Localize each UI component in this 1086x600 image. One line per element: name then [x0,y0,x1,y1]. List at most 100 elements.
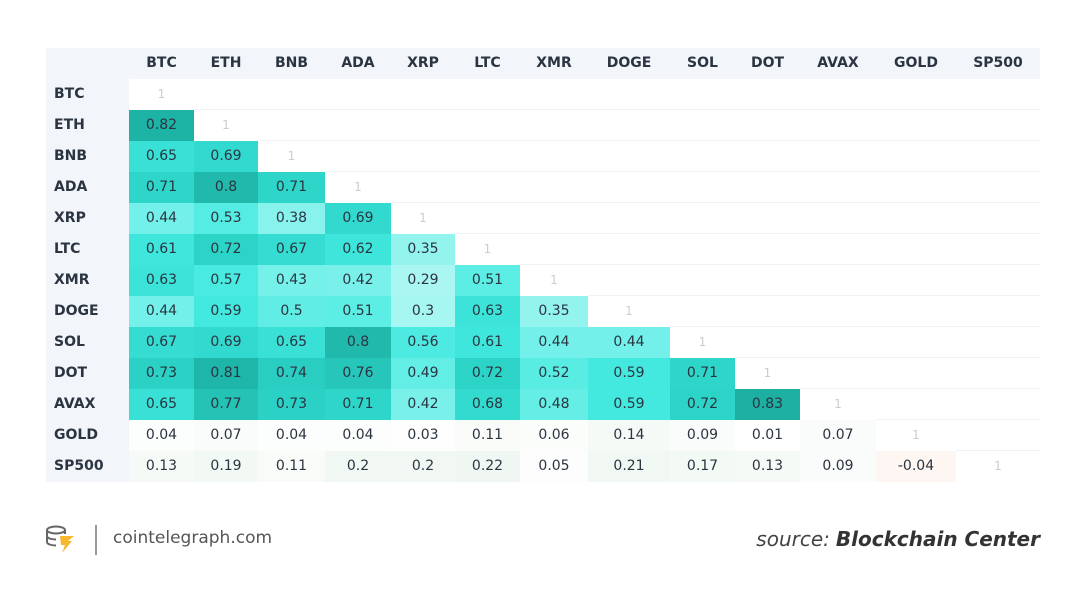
cell: 0.13 [735,451,800,482]
diagonal-cell: 1 [876,420,956,451]
cell: 0.83 [735,389,800,420]
cell: 0.11 [455,420,520,451]
column-header: SOL [670,48,735,79]
cell: 0.09 [670,420,735,451]
cell: 0.59 [588,358,670,389]
cell: 0.44 [129,296,194,327]
diagonal-cell: 1 [800,389,876,420]
column-header: DOT [735,48,800,79]
cell: 0.51 [325,296,391,327]
row-divider [46,233,1040,234]
diagonal-cell: 1 [735,358,800,389]
cell: 0.67 [258,234,325,265]
cell: 0.56 [391,327,455,358]
cell: 0.63 [455,296,520,327]
cell: 0.72 [455,358,520,389]
cell: 0.8 [194,172,258,203]
row-label: DOGE [46,296,129,327]
cell: 0.61 [129,234,194,265]
header-corner [46,48,129,79]
cell: 0.61 [455,327,520,358]
cell: 0.73 [129,358,194,389]
column-header: XMR [520,48,588,79]
cell: 0.65 [129,389,194,420]
cell: 0.04 [258,420,325,451]
row-divider [46,202,1040,203]
cell: 0.71 [325,389,391,420]
cell: 0.04 [129,420,194,451]
cell: 0.2 [391,451,455,482]
cell: 0.42 [325,265,391,296]
cell: 0.35 [520,296,588,327]
diagonal-cell: 1 [391,203,455,234]
row-label: DOT [46,358,129,389]
cell: 0.8 [325,327,391,358]
cell: 0.72 [194,234,258,265]
row-label: XRP [46,203,129,234]
row-label: BNB [46,141,129,172]
cell: 0.38 [258,203,325,234]
cell: 0.06 [520,420,588,451]
column-header: SP500 [956,48,1040,79]
row-divider [46,109,1040,110]
cell: 0.57 [194,265,258,296]
cell: 0.42 [391,389,455,420]
cell: 0.01 [735,420,800,451]
cell: 0.44 [520,327,588,358]
column-header: XRP [391,48,455,79]
cell: 0.77 [194,389,258,420]
cell: 0.82 [129,110,194,141]
row-label: ADA [46,172,129,203]
cell: 0.52 [520,358,588,389]
cell: 0.71 [258,172,325,203]
cell: 0.65 [258,327,325,358]
cell: 0.17 [670,451,735,482]
diagonal-cell: 1 [129,79,194,110]
row-label: GOLD [46,420,129,451]
cell: 0.19 [194,451,258,482]
cell: 0.67 [129,327,194,358]
site-name: cointelegraph.com [113,528,273,548]
cell: 0.73 [258,389,325,420]
cell: 0.72 [670,389,735,420]
diagonal-cell: 1 [670,327,735,358]
cell: 0.48 [520,389,588,420]
column-header: DOGE [588,48,670,79]
cell: 0.51 [455,265,520,296]
diagonal-cell: 1 [956,451,1040,482]
row-label: LTC [46,234,129,265]
row-label: SOL [46,327,129,358]
cell: 0.05 [520,451,588,482]
column-header: ADA [325,48,391,79]
cell: 0.62 [325,234,391,265]
cell: 0.69 [194,327,258,358]
cell: 0.21 [588,451,670,482]
row-divider [46,264,1040,265]
cell: 0.11 [258,451,325,482]
cell: 0.76 [325,358,391,389]
logo [46,525,97,555]
row-label: BTC [46,79,129,110]
cell: 0.43 [258,265,325,296]
column-header: BTC [129,48,194,79]
cell: 0.2 [325,451,391,482]
cell: 0.35 [391,234,455,265]
diagonal-cell: 1 [325,172,391,203]
cell: 0.63 [129,265,194,296]
cell: 0.07 [800,420,876,451]
cell: 0.44 [588,327,670,358]
diagonal-cell: 1 [194,110,258,141]
cell: 0.44 [129,203,194,234]
cell: -0.04 [876,451,956,482]
cell: 0.49 [391,358,455,389]
source-name: Blockchain Center [835,527,1040,551]
diagonal-cell: 1 [455,234,520,265]
column-header: BNB [258,48,325,79]
cell: 0.03 [391,420,455,451]
cell: 0.65 [129,141,194,172]
row-label: AVAX [46,389,129,420]
cell: 0.69 [325,203,391,234]
cell: 0.5 [258,296,325,327]
diagonal-cell: 1 [520,265,588,296]
column-header: GOLD [876,48,956,79]
